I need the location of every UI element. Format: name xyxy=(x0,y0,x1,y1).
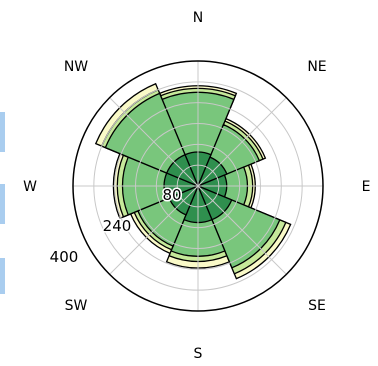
direction-label-ne: NE xyxy=(307,59,326,75)
direction-label-nw: NW xyxy=(64,59,88,75)
direction-label-s: S xyxy=(194,346,203,362)
side-tab-bottom[interactable] xyxy=(0,258,5,294)
direction-label-n: N xyxy=(193,10,203,26)
grid-layer xyxy=(73,61,323,311)
side-tab-middle[interactable] xyxy=(0,184,5,224)
radial-tick-label-400: 400 xyxy=(50,248,79,266)
direction-label-sw: SW xyxy=(65,298,88,314)
radial-tick-label-80: 80 xyxy=(162,186,181,204)
direction-label-se: SE xyxy=(308,298,326,314)
direction-label-e: E xyxy=(362,179,371,195)
side-tab-top[interactable] xyxy=(0,112,5,152)
radial-tick-label-240: 240 xyxy=(103,217,132,235)
direction-label-w: W xyxy=(23,179,37,195)
